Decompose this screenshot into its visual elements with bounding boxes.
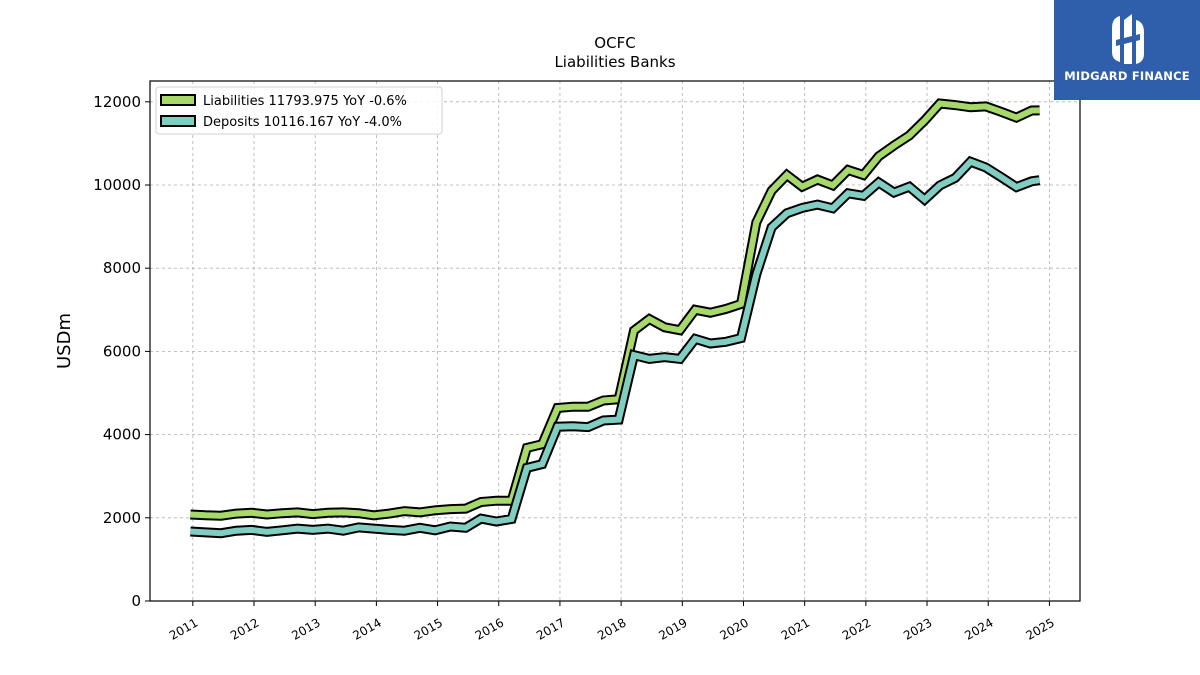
x-tick-label: 2024 (962, 615, 995, 642)
chart-subtitle: Liabilities Banks (554, 53, 675, 71)
y-tick-label: 2000 (103, 509, 141, 527)
x-tick-label: 2015 (412, 615, 445, 642)
logo-badge: MIDGARD FINANCE (1054, 0, 1200, 100)
x-tick-label: 2023 (901, 615, 934, 642)
x-tick-label: 2019 (656, 615, 689, 642)
series-lines (190, 98, 1041, 539)
legend-swatch (160, 115, 196, 127)
x-tick-label: 2025 (1023, 615, 1056, 642)
logo-text: MIDGARD FINANCE (1064, 69, 1190, 83)
x-tick-label: 2021 (779, 615, 812, 642)
legend-box (155, 86, 443, 135)
x-tick-label: 2016 (473, 615, 506, 642)
series-outline-1 (190, 155, 1041, 539)
legend-entry: Liabilities 11793.975 YoY -0.6% (203, 94, 407, 109)
series-line-0 (190, 100, 1040, 519)
x-tick-label: 2013 (289, 615, 322, 642)
x-tick-label: 2022 (840, 615, 873, 642)
y-tick-label: 12000 (93, 93, 141, 111)
legend-swatch (160, 94, 196, 106)
x-tick-label: 2017 (534, 615, 567, 642)
x-tick-label: 2020 (718, 615, 751, 642)
logo-mark-icon (1112, 14, 1144, 64)
y-tick-label: 8000 (103, 259, 141, 277)
y-tick-label: 10000 (93, 176, 141, 194)
y-axis-label: USDm (54, 313, 75, 369)
chart-title: OCFC (594, 34, 635, 52)
y-tick-label: 4000 (103, 426, 141, 444)
y-tick-label: 6000 (103, 342, 141, 360)
plot-frame (149, 80, 1081, 602)
grid (150, 81, 1080, 602)
y-tick-label: 0 (131, 592, 141, 610)
axis-ticks: 2011 2012 2013 2014 2015 2016 2017 2018 2019 2020… (93, 93, 1057, 643)
x-tick-label: 2011 (167, 615, 200, 642)
x-tick-label: 2012 (228, 615, 261, 642)
legend: Liabilities 11793.975 YoY -0.6% Deposits … (155, 86, 443, 135)
series-line-1 (190, 158, 1041, 537)
x-tick-label: 2014 (350, 615, 383, 642)
legend-entry: Deposits 10116.167 YoY -4.0% (203, 115, 402, 130)
series-outline-0 (190, 98, 1040, 521)
x-tick-label: 2018 (595, 615, 628, 642)
